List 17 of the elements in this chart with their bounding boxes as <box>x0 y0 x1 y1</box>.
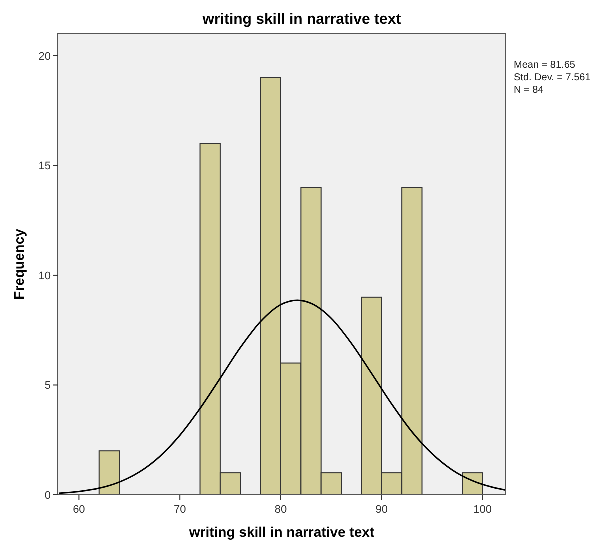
y-tick-label: 15 <box>38 160 51 173</box>
x-tick-label: 80 <box>274 504 288 516</box>
line-series <box>58 300 507 494</box>
x-tick-label: 60 <box>73 504 86 516</box>
text: N = 84 <box>514 85 544 96</box>
y-tick-label: 20 <box>38 50 51 63</box>
y-tick-label: 0 <box>44 490 51 502</box>
x-tick-label: 70 <box>174 504 186 516</box>
y-tick-label: 5 <box>44 380 51 392</box>
y-tick-label: 10 <box>38 270 51 282</box>
x-axis-title: writing skill in narrative text <box>188 524 375 540</box>
x-tick-label: 90 <box>376 504 388 516</box>
y-axis-title: Frequency <box>11 228 27 300</box>
text: Mean = 81.65 <box>514 60 576 71</box>
chart-title: writing skill in narrative text <box>202 11 402 28</box>
x-tick-label: 100 <box>474 504 492 516</box>
text: Std. Dev. = 7.561 <box>514 72 592 84</box>
